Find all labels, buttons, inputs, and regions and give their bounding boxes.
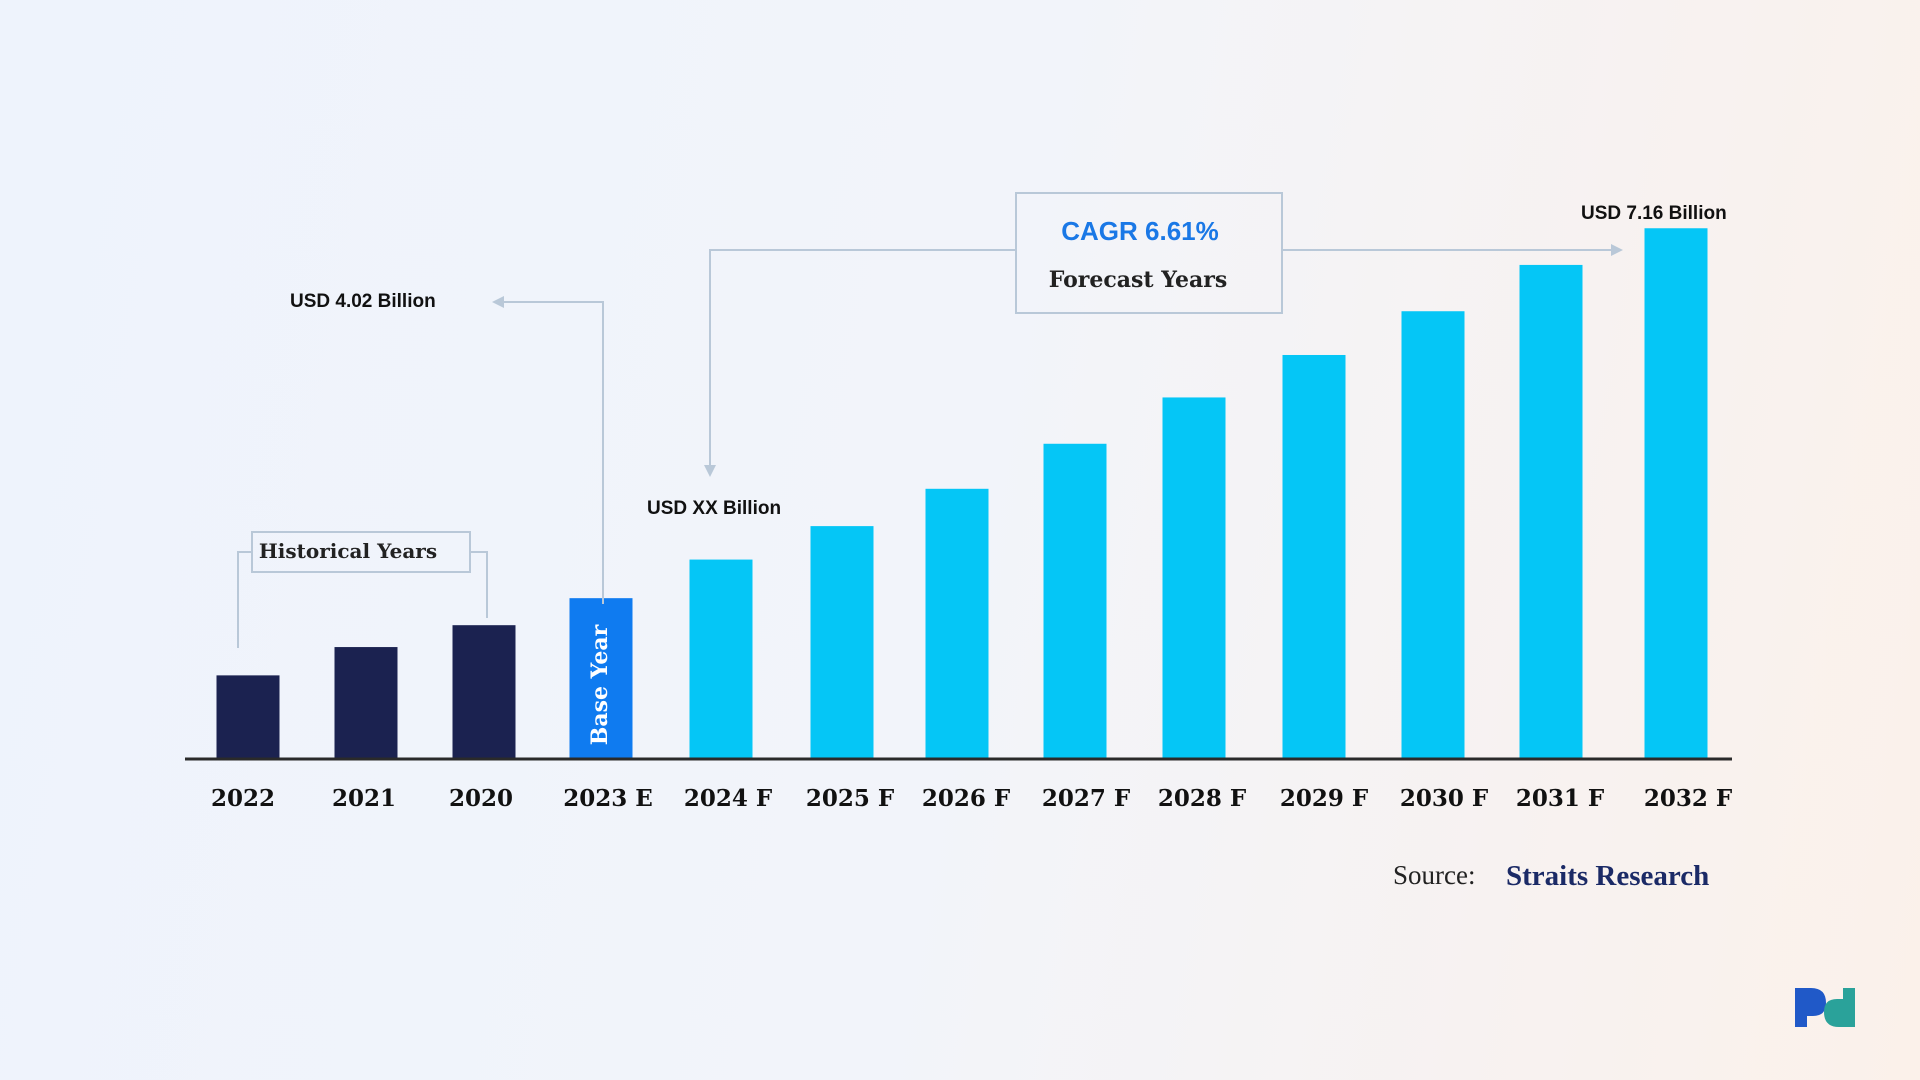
bar-2025-f [810, 526, 874, 759]
source-label: Source: [1393, 860, 1475, 890]
x-tick-label: 2023 E [563, 785, 653, 812]
x-tick-label: 2022 [211, 785, 275, 812]
base-year-arrowhead [492, 296, 504, 308]
historical-years-box [251, 531, 471, 573]
end-value-label: USD 7.16 Billion [1581, 203, 1727, 224]
bar-2028-f [1162, 397, 1226, 759]
bar-2030-f [1401, 311, 1465, 759]
bar-2020 [452, 625, 516, 759]
historical-bracket-right [470, 551, 488, 618]
historical-years-annotation: Historical Years [237, 531, 488, 648]
source-name: Straits Research [1506, 860, 1709, 892]
x-tick-label: 2020 [449, 785, 513, 812]
historical-bracket-left [237, 551, 252, 648]
base-year-annotation: USD 4.02 Billion [290, 291, 604, 604]
x-tick-label: 2030 F [1400, 785, 1489, 812]
x-tick-label: 2031 F [1516, 785, 1605, 812]
x-tick-label: 2029 F [1280, 785, 1369, 812]
base-year-connector [500, 301, 604, 604]
bar-2021 [334, 647, 398, 759]
x-tick-label: 2021 [332, 785, 396, 812]
x-axis-labels: 2022 2021 2020 2023 E 2024 F 2025 F 2026 F 2027… [211, 785, 1733, 812]
cagr-box [1015, 192, 1283, 314]
forecast-start-value-label: USD XX Billion [647, 498, 781, 519]
bar-2026-f [925, 488, 989, 759]
logo-right-shape [1824, 988, 1855, 1027]
forecast-arrowhead-right [1611, 244, 1623, 256]
cagr-label: CAGR 6.61% [1061, 216, 1219, 246]
bar-2032-f [1644, 228, 1708, 759]
forecast-years-label: Forecast Years [1049, 267, 1228, 293]
bar-2022 [216, 675, 280, 759]
forecast-arrowhead-down [704, 465, 716, 477]
x-tick-label: 2026 F [922, 785, 1011, 812]
bars-group [216, 228, 1708, 759]
base-year-bar-label: Base Year [587, 624, 613, 745]
logo-left-shape [1795, 988, 1826, 1027]
forecast-annotation: CAGR 6.61% Forecast Years [704, 192, 1623, 477]
x-tick-label: 2028 F [1158, 785, 1247, 812]
bar-2027-f [1043, 443, 1107, 759]
x-tick-label: 2024 F [684, 785, 773, 812]
company-logo-icon [1795, 988, 1855, 1027]
bar-2031-f [1519, 264, 1583, 759]
x-tick-label: 2032 F [1644, 785, 1733, 812]
base-value-label: USD 4.02 Billion [290, 291, 436, 312]
bar-2023-e [569, 598, 633, 759]
bar-2029-f [1282, 354, 1346, 759]
bar-2024-f [689, 559, 753, 759]
x-tick-label: 2025 F [806, 785, 895, 812]
historical-years-label: Historical Years [259, 539, 437, 563]
x-tick-label: 2027 F [1042, 785, 1131, 812]
forecast-connector-left [709, 249, 1016, 468]
